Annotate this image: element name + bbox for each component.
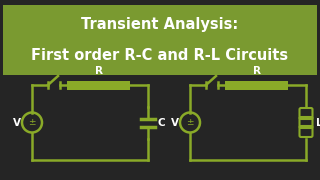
Text: ±: ± <box>28 118 36 127</box>
Text: L: L <box>316 118 320 127</box>
Text: V: V <box>13 118 21 127</box>
FancyBboxPatch shape <box>225 80 288 89</box>
Text: R: R <box>252 66 260 76</box>
FancyBboxPatch shape <box>3 5 317 75</box>
Text: V: V <box>171 118 179 127</box>
Text: R: R <box>94 66 102 76</box>
FancyBboxPatch shape <box>67 80 130 89</box>
Text: Transient Analysis:: Transient Analysis: <box>81 17 239 32</box>
Text: ±: ± <box>186 118 194 127</box>
Text: First order R-C and R-L Circuits: First order R-C and R-L Circuits <box>31 48 289 63</box>
Text: C: C <box>158 118 166 127</box>
